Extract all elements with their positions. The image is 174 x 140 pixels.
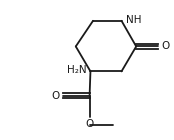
Text: O: O: [85, 119, 94, 129]
Text: O: O: [161, 41, 169, 51]
Text: H₂N: H₂N: [66, 65, 86, 75]
Text: NH: NH: [126, 15, 141, 25]
Text: O: O: [51, 91, 59, 101]
